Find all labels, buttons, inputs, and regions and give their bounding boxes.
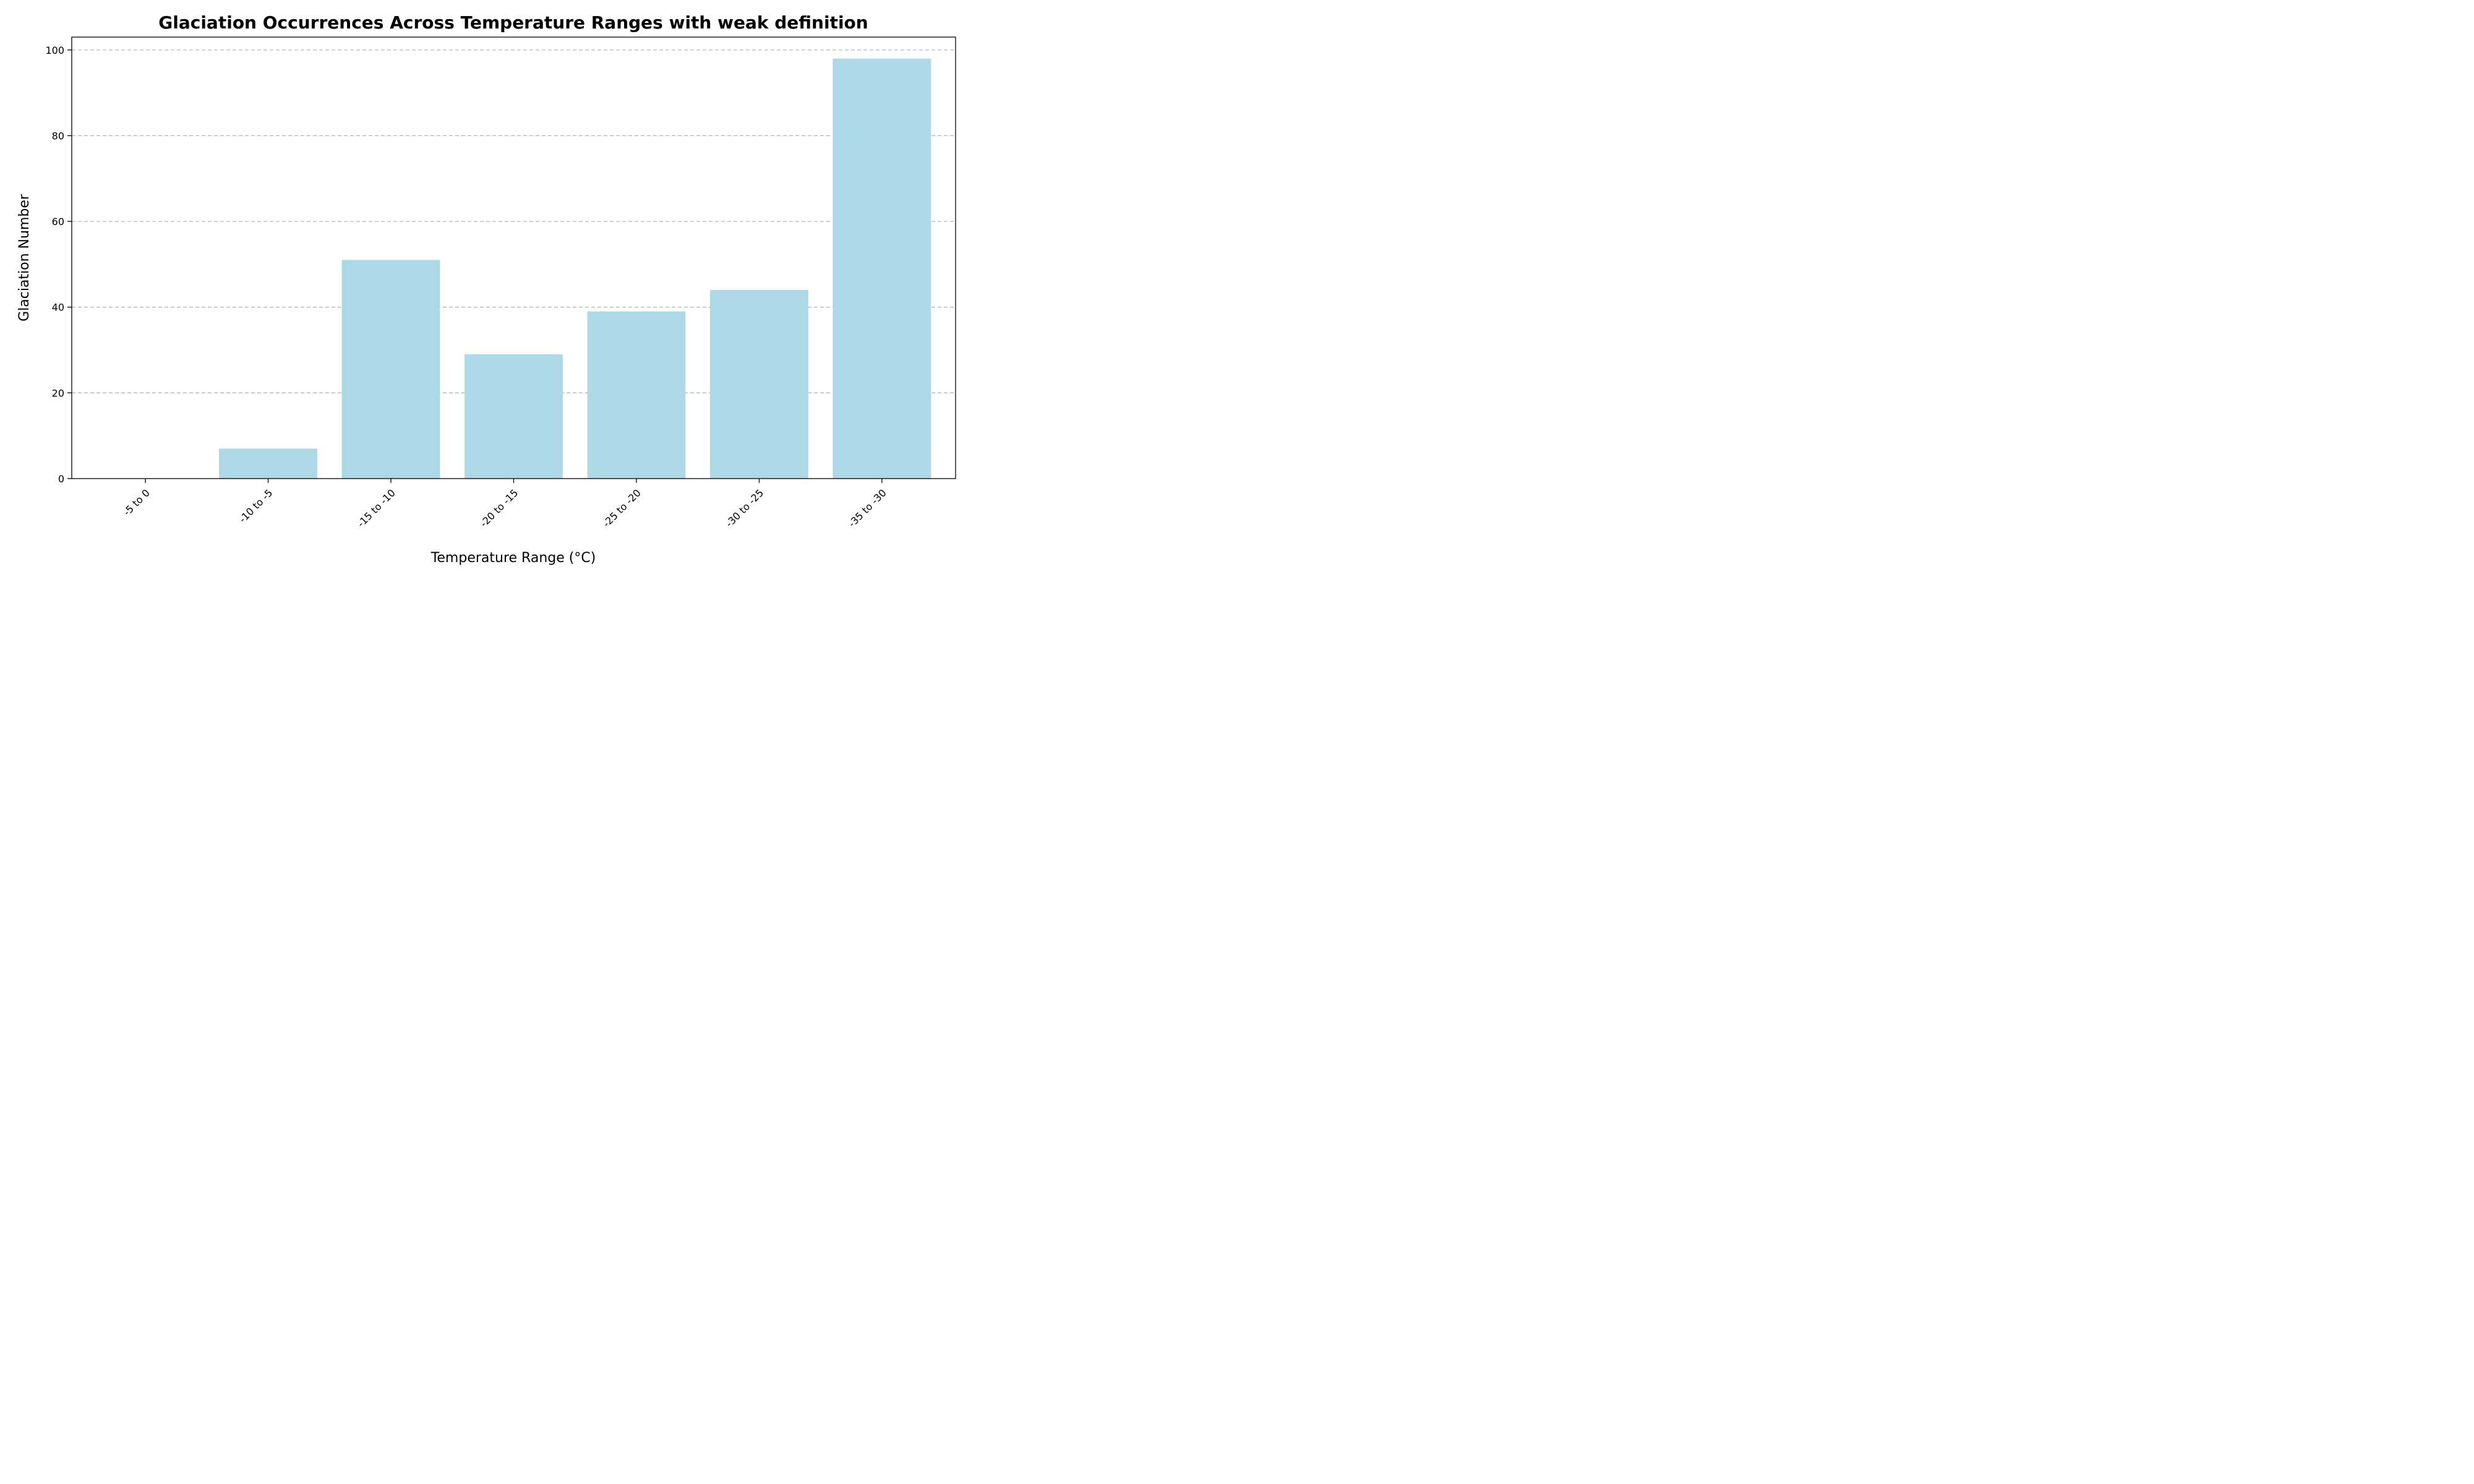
x-tick-label: -30 to -25 xyxy=(723,487,766,529)
bar-1 xyxy=(219,448,317,479)
x-axis-label: Temperature Range (°C) xyxy=(430,550,596,566)
bar-4 xyxy=(587,311,686,479)
y-tick-label: 60 xyxy=(52,216,64,228)
chart-title: Glaciation Occurrences Across Temperatur… xyxy=(158,12,868,33)
y-tick-label: 0 xyxy=(58,473,64,485)
bar-5 xyxy=(710,289,808,479)
x-tick-label: -5 to 0 xyxy=(121,487,152,518)
x-tick-label: -20 to -15 xyxy=(477,487,520,529)
x-tick-label: -10 to -5 xyxy=(237,487,275,525)
y-axis-ticks: 0 20 40 60 80 100 xyxy=(45,45,72,485)
bar-6 xyxy=(833,58,931,479)
x-tick-label: -25 to -20 xyxy=(601,487,643,529)
bars xyxy=(219,58,931,479)
y-tick-label: 80 xyxy=(52,130,64,142)
bar-chart: Glaciation Occurrences Across Temperatur… xyxy=(17,12,956,566)
grid-lines xyxy=(72,49,956,393)
x-tick-label: -35 to -30 xyxy=(846,487,889,529)
bar-2 xyxy=(341,260,440,479)
y-tick-label: 20 xyxy=(52,387,64,399)
x-tick-label: -15 to -10 xyxy=(355,487,398,529)
bar-3 xyxy=(464,354,563,479)
y-tick-label: 40 xyxy=(52,302,64,313)
y-tick-label: 100 xyxy=(45,45,64,56)
x-axis-ticks: -5 to 0 -10 to -5 -15 to -10 -20 to -15 -25 … xyxy=(121,479,889,529)
y-axis-label: Glaciation Number xyxy=(17,194,32,322)
